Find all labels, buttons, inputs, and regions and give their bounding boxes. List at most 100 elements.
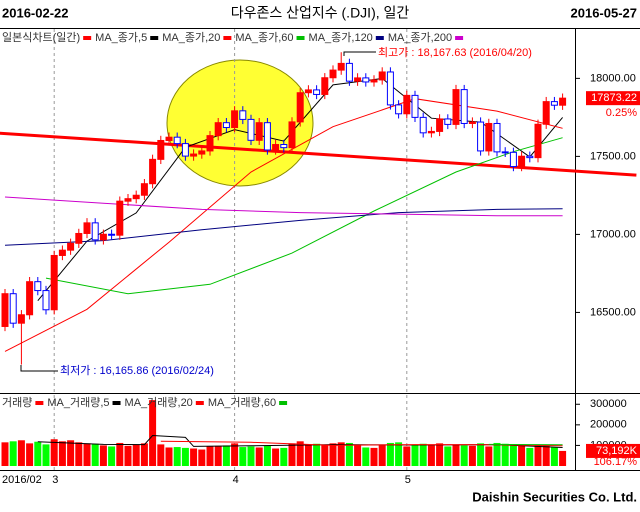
candle-body	[501, 151, 509, 154]
candle-body	[485, 122, 493, 152]
candle-body	[222, 122, 230, 129]
ma-line	[160, 440, 563, 447]
volume-bar	[452, 445, 460, 466]
volume-bar	[485, 446, 493, 466]
volume-bar	[124, 445, 132, 466]
legend-swatch	[279, 401, 288, 405]
volume-bar	[247, 446, 255, 466]
high-pointer	[343, 51, 376, 56]
volume-bar	[263, 445, 271, 466]
volume-bar	[542, 445, 550, 466]
volume-bar	[403, 446, 411, 466]
legend-swatch	[150, 36, 159, 40]
candle-body	[50, 254, 58, 311]
volume-bar	[559, 450, 567, 466]
candle-body	[247, 118, 255, 141]
candle-body	[550, 101, 558, 106]
candle-body	[1, 293, 9, 327]
legend-swatch	[83, 36, 92, 40]
volume-bar	[9, 441, 17, 466]
volume-bar	[198, 449, 206, 466]
volume-bar	[370, 447, 378, 466]
x-tick-label: 2016/02	[2, 474, 42, 486]
candle-body	[75, 232, 83, 244]
y-tick-label: 200000	[590, 419, 627, 431]
candle-body	[124, 198, 132, 202]
candle-body	[9, 293, 17, 324]
y-tick-label: 17500.00	[590, 150, 636, 162]
plot-layer: 2016/02 3 4 5 16500.00 17000.00 17500.00 18000.…	[0, 29, 640, 486]
candle-body	[198, 150, 206, 155]
volume-bar	[1, 442, 9, 466]
volume-bar	[239, 447, 247, 466]
candle-body	[419, 116, 427, 134]
x-tick-label: 5	[405, 474, 411, 486]
volume-bar	[132, 445, 140, 466]
legend-entry: MA_종가,200	[388, 31, 452, 44]
volume-bar	[206, 446, 214, 466]
volume-bar	[468, 445, 476, 466]
volume-bar	[345, 442, 353, 466]
volume-bar	[116, 442, 124, 466]
candle-body	[26, 281, 34, 316]
volume-bar	[534, 445, 542, 466]
candle-body	[255, 122, 263, 141]
volume-bar	[91, 443, 99, 466]
volume-bar	[329, 443, 337, 466]
candle-body	[444, 118, 452, 125]
volume-bar	[526, 447, 534, 466]
volume-bar	[165, 447, 173, 466]
candle-body	[477, 121, 485, 152]
change-label: 0.25%	[606, 107, 637, 119]
volume-bar	[321, 445, 329, 466]
candle-body	[559, 97, 567, 106]
y-tick-label: 300000	[590, 398, 627, 410]
legend-swatch	[223, 36, 232, 40]
legend-entry: MA_종가,120	[309, 31, 373, 44]
candle-body	[173, 136, 181, 145]
candle-body	[427, 130, 435, 134]
volume-bar	[518, 445, 526, 466]
volume-ratio: 106.17%	[594, 456, 638, 468]
volume-bar	[313, 443, 321, 466]
low-pointer	[20, 365, 58, 372]
candle-body	[534, 123, 542, 159]
volume-bar	[509, 444, 517, 466]
volume-bar	[378, 445, 386, 466]
volume-bar	[42, 444, 50, 466]
candle-body	[181, 143, 189, 157]
last-price-tag	[586, 91, 640, 106]
volume-bar	[173, 447, 181, 466]
volume-bar	[354, 445, 362, 466]
volume-bar	[108, 446, 116, 466]
candle-body	[149, 158, 157, 185]
trend-line	[0, 131, 637, 177]
candle-body	[263, 122, 271, 151]
footer: Daishin Securities Co. Ltd.	[472, 489, 637, 504]
high-note: 최고가 : 18,167.63 (2016/04/20)	[378, 46, 532, 59]
candle-body	[304, 89, 312, 94]
candle-body	[67, 242, 75, 251]
candle-body	[362, 77, 370, 83]
candle-body	[321, 77, 329, 95]
legend-entry: MA_종가,5	[95, 31, 147, 44]
volume-bar	[477, 443, 485, 466]
legend-entry: MA_종가,20	[162, 31, 220, 44]
candle-body	[296, 92, 304, 123]
legend-entry: MA_거래량,5	[47, 396, 109, 409]
volume-bar	[222, 445, 230, 466]
candle-body	[329, 69, 337, 79]
ma-line	[4, 196, 563, 217]
volume-bar	[99, 445, 107, 466]
volume-bar	[272, 448, 280, 466]
candle-body	[509, 151, 517, 168]
candle-body	[493, 122, 501, 153]
volume-bar	[296, 441, 304, 466]
candle-body	[313, 89, 321, 95]
candle-body	[58, 249, 66, 256]
volume-bar	[395, 442, 403, 466]
volume-bar	[386, 442, 394, 466]
candle-body	[452, 89, 460, 125]
volume-bar	[67, 440, 75, 466]
volume-bar	[149, 400, 157, 466]
